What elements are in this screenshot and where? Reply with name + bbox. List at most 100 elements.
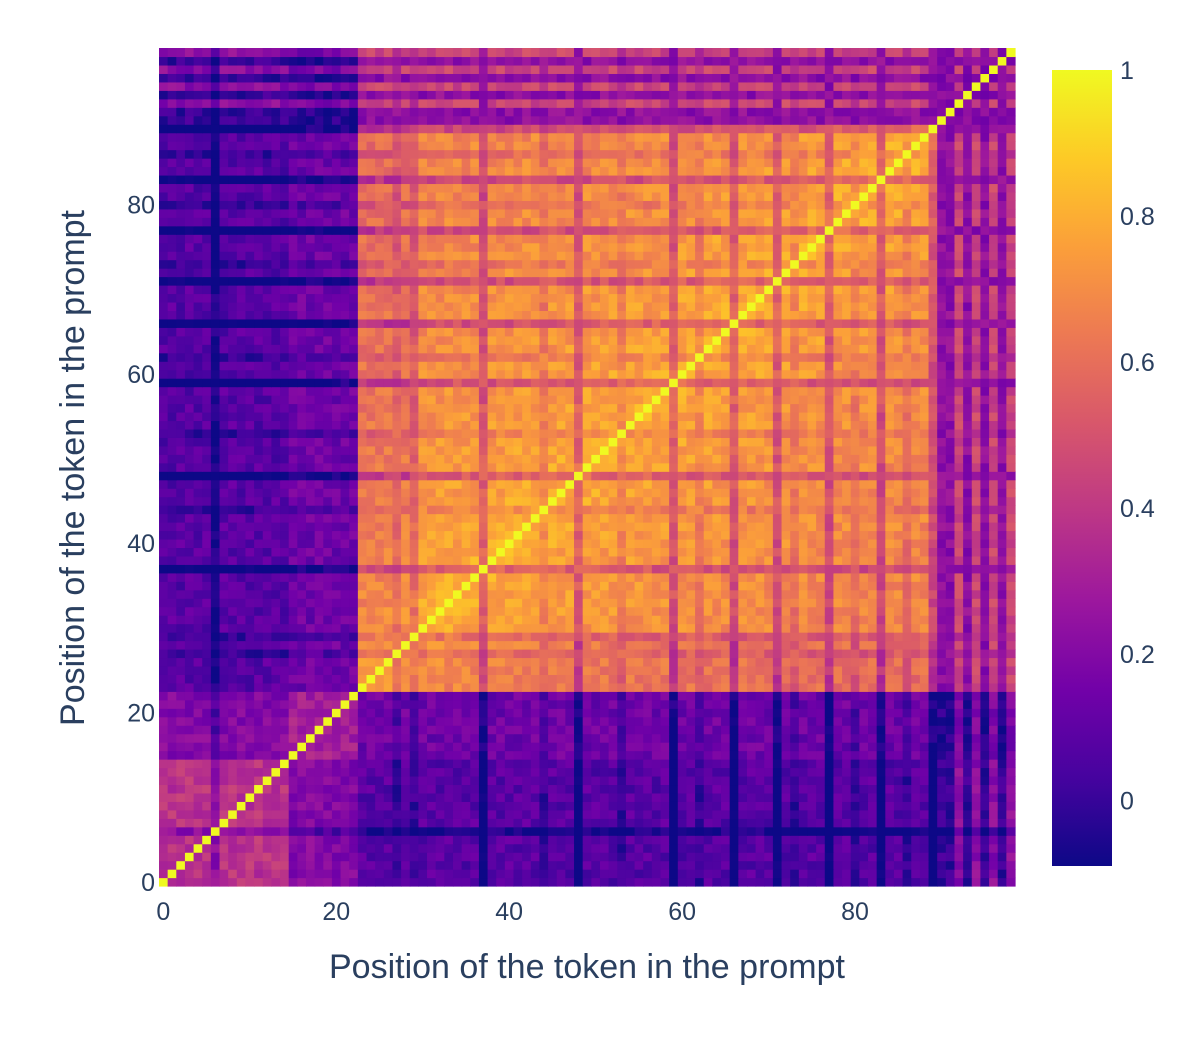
heatmap-cell <box>504 632 515 642</box>
heatmap-cell <box>159 623 169 633</box>
heatmap-cell <box>781 555 791 565</box>
heatmap-cell <box>928 471 938 481</box>
heatmap-cell <box>721 522 731 532</box>
heatmap-cell <box>919 682 930 692</box>
heatmap-cell <box>556 759 566 769</box>
heatmap-cell <box>167 750 177 760</box>
heatmap-cell <box>375 505 385 515</box>
heatmap-cell <box>850 784 860 794</box>
heatmap-cell <box>885 877 895 887</box>
heatmap-cell <box>435 725 445 735</box>
heatmap-cell <box>911 691 921 701</box>
heatmap-cell <box>176 632 186 642</box>
heatmap-cell <box>409 513 419 523</box>
heatmap-cell <box>651 522 662 532</box>
heatmap-cell <box>245 564 255 574</box>
heatmap-cell <box>781 860 791 870</box>
heatmap-cell <box>911 699 921 709</box>
heatmap-cell <box>971 538 982 549</box>
heatmap-cell <box>487 716 497 726</box>
heatmap-cell <box>989 843 999 853</box>
heatmap-cell <box>219 809 229 819</box>
heatmap-cell <box>435 784 445 794</box>
heatmap-cell <box>401 555 411 565</box>
heatmap-cell <box>366 547 376 557</box>
heatmap-cell <box>885 852 895 862</box>
heatmap-cell <box>790 708 800 718</box>
heatmap-cell <box>919 733 930 743</box>
heatmap-cell <box>513 564 523 574</box>
heatmap-cell <box>816 852 826 862</box>
heatmap-cell <box>539 538 549 549</box>
heatmap-cell <box>548 818 558 828</box>
heatmap-cell <box>340 496 350 506</box>
heatmap-cell <box>530 623 541 633</box>
heatmap-cell <box>236 869 247 879</box>
heatmap-cell <box>928 589 938 599</box>
heatmap-cell <box>971 657 982 667</box>
heatmap-cell <box>548 657 558 667</box>
heatmap-cell <box>245 665 255 675</box>
heatmap-cell <box>159 648 169 659</box>
heatmap-cell <box>340 623 350 633</box>
heatmap-cell <box>885 682 895 692</box>
heatmap-cell <box>478 513 489 523</box>
heatmap-cell <box>746 547 757 557</box>
heatmap-cell <box>193 708 203 718</box>
heatmap-cell <box>599 488 610 498</box>
heatmap-cell <box>833 589 843 599</box>
heatmap-cell <box>997 496 1007 506</box>
heatmap-cell <box>288 860 298 870</box>
heatmap-cell <box>885 767 895 777</box>
heatmap-cell <box>219 674 229 684</box>
heatmap-cell <box>349 733 359 743</box>
heatmap-cell <box>193 818 203 828</box>
heatmap-cell <box>357 530 368 540</box>
heatmap-cell <box>340 479 350 489</box>
heatmap-cell <box>375 581 385 591</box>
heatmap-cell <box>530 716 541 726</box>
heatmap-cell <box>176 572 186 582</box>
heatmap-cell <box>435 699 445 709</box>
heatmap-cell <box>331 606 342 616</box>
heatmap-cell <box>331 555 342 565</box>
heatmap-cell <box>548 843 558 853</box>
heatmap-cell <box>288 750 298 760</box>
heatmap-cell <box>885 623 895 633</box>
heatmap-cell <box>305 606 316 616</box>
heatmap-cell <box>452 708 463 718</box>
heatmap-cell <box>876 530 886 540</box>
heatmap-cell <box>850 775 860 786</box>
heatmap-cell <box>798 708 809 718</box>
heatmap-cell <box>954 818 964 828</box>
heatmap-cell <box>323 581 333 591</box>
heatmap-cell <box>911 555 921 565</box>
heatmap-cell <box>764 750 774 760</box>
heatmap-cell <box>513 454 523 464</box>
heatmap-cell <box>582 869 592 879</box>
heatmap-cell <box>392 665 402 675</box>
heatmap-cell <box>288 547 298 557</box>
heatmap-cell <box>452 555 463 565</box>
heatmap-cell <box>608 640 618 650</box>
heatmap-cell <box>418 564 428 574</box>
heatmap-cell <box>954 589 964 599</box>
heatmap-cell <box>556 462 566 472</box>
heatmap-cell <box>340 572 350 582</box>
heatmap-cell <box>288 775 298 786</box>
heatmap-cell <box>409 852 419 862</box>
heatmap-cell <box>850 818 860 828</box>
heatmap-cell <box>245 555 255 565</box>
heatmap-cell <box>850 767 860 777</box>
heatmap-cell <box>383 818 394 828</box>
heatmap-cell <box>686 674 696 684</box>
heatmap-cell <box>219 513 229 523</box>
heatmap-cell <box>461 505 471 515</box>
heatmap-cell <box>816 606 826 616</box>
heatmap-cell <box>401 792 411 802</box>
heatmap-cell <box>833 869 843 879</box>
heatmap-cell <box>643 826 653 836</box>
heatmap-cell <box>712 750 722 760</box>
heatmap-cell <box>219 801 229 811</box>
heatmap-cell <box>375 809 385 819</box>
